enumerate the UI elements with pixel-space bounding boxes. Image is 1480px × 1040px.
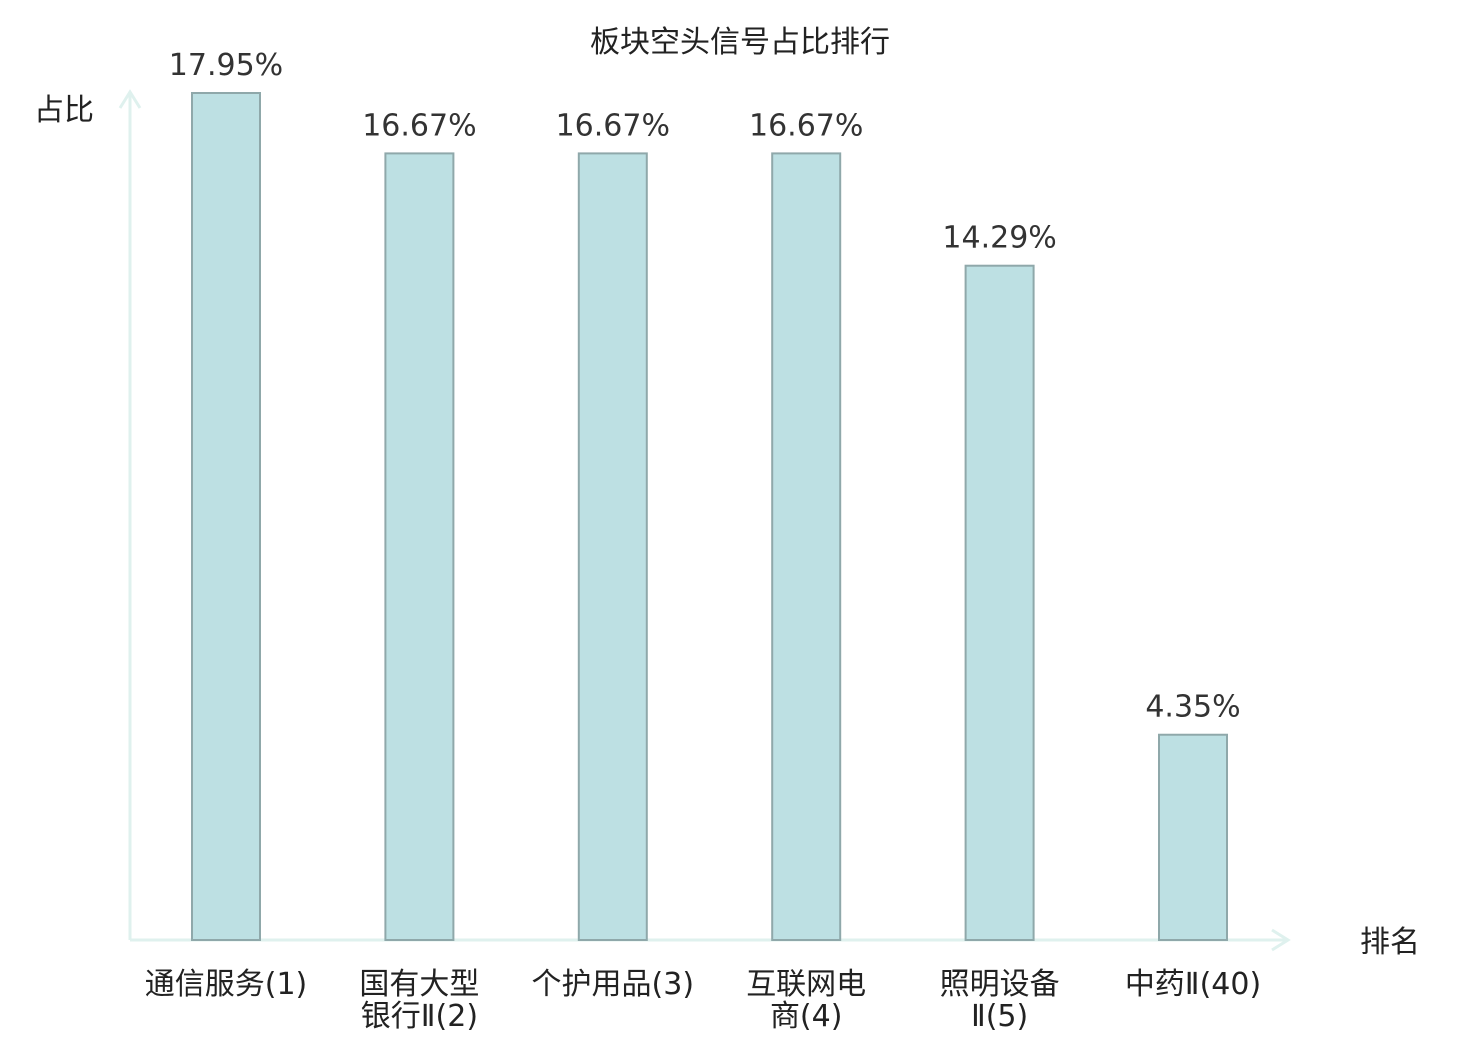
- category-tick-label: 照明设备: [940, 967, 1060, 1002]
- bar-value-label: 14.29%: [942, 221, 1056, 256]
- category-tick-label: 个护用品(3): [532, 967, 695, 1002]
- y-axis-arrow: [118, 89, 142, 109]
- bar: [1158, 733, 1228, 941]
- category-tick-label: 商(4): [770, 999, 843, 1034]
- bar: [964, 264, 1035, 941]
- bar-value-label: 17.95%: [169, 48, 283, 83]
- bar: [191, 92, 261, 941]
- bar-value-label: 16.67%: [556, 108, 670, 143]
- category-tick-label: 互联网电: [746, 967, 866, 1002]
- category-tick-label: 通信服务(1): [145, 967, 308, 1002]
- category-tick-label: 中药Ⅱ(40): [1125, 967, 1261, 1002]
- bar: [384, 152, 455, 942]
- value-labels-group: 17.95% 16.67% 16.67% 16.67% 14.29% 4.35%: [169, 48, 1241, 725]
- bar-value-label: 16.67%: [749, 108, 863, 143]
- x-axis-arrow: [1271, 928, 1291, 952]
- bars-group: [191, 92, 1228, 942]
- category-tick-label: 国有大型: [359, 967, 479, 1002]
- bar: [771, 152, 842, 942]
- bar-value-label: 4.35%: [1145, 690, 1240, 725]
- x-axis-label: 排名: [1360, 925, 1420, 960]
- category-tick-label: 银行Ⅱ(2): [361, 999, 478, 1034]
- bar-value-label: 16.67%: [362, 108, 476, 143]
- category-tick-label: Ⅱ(5): [971, 999, 1028, 1034]
- y-axis-label: 占比: [34, 93, 94, 128]
- chart-title: 板块空头信号占比排行: [590, 25, 890, 60]
- bar: [577, 152, 648, 942]
